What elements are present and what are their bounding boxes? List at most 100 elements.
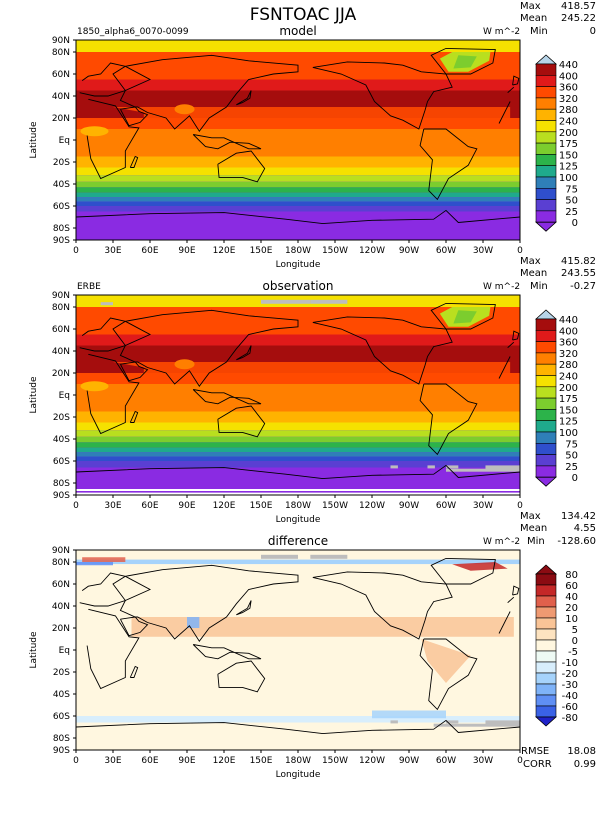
coastline — [79, 317, 127, 352]
x-tick-label: 60E — [141, 501, 158, 511]
heatmap-band — [76, 201, 520, 206]
colorbar-box — [535, 705, 557, 718]
missing-data — [261, 299, 311, 304]
y-tick-label: 90N — [52, 291, 70, 301]
rmse-label: RMSE — [521, 746, 549, 757]
colorbar-box — [535, 386, 557, 399]
colorbar-label: 150 — [559, 150, 578, 161]
y-tick-label: 60S — [53, 202, 70, 212]
coastline — [236, 90, 252, 106]
stats-min-value: -0.27 — [570, 281, 596, 292]
greenland-core — [453, 310, 477, 324]
colorbar-box — [535, 199, 557, 212]
heatmap-band — [76, 187, 520, 193]
colorbar-label: 200 — [559, 383, 578, 394]
x-tick-label: 120W — [359, 501, 385, 511]
units-label: W m^-2 — [483, 282, 520, 292]
y-tick-label: Eq — [59, 391, 70, 401]
y-tick-label: 80S — [53, 224, 70, 234]
heatmap-band — [76, 447, 520, 453]
missing-data — [261, 554, 298, 559]
africa-monsoon-region — [80, 126, 109, 137]
missing-data — [76, 489, 520, 491]
units-label: W m^-2 — [483, 537, 520, 547]
y-axis-label: Latitude — [29, 376, 39, 414]
colorbar-label: -30 — [562, 680, 578, 691]
coastline — [79, 572, 127, 607]
coastline — [419, 128, 478, 201]
desert-region — [113, 107, 511, 127]
colorbar-label: 200 — [559, 128, 578, 139]
x-tick-label: 150W — [322, 501, 348, 511]
colorbar-box — [535, 341, 557, 354]
colorbar-label: 280 — [559, 360, 578, 371]
colorbar-box — [535, 108, 557, 121]
colorbar-label: 360 — [559, 338, 578, 349]
y-axis: 90N 80N 60N 40N 20N Eq 20S 40S 60S 80S 90S — [52, 546, 76, 756]
colorbar-label: 40 — [565, 592, 578, 603]
y-axis: 90N 80N 60N 40N 20N Eq 20S 40S 60S 80S 90S — [52, 291, 76, 501]
x-tick-label: 120E — [213, 246, 236, 256]
colorbar-box — [535, 363, 557, 376]
heatmap-band — [76, 52, 520, 63]
coastline — [76, 719, 520, 735]
x-tick-label: 30W — [473, 501, 493, 511]
colorbar-label: 50 — [565, 451, 578, 462]
coastline — [192, 134, 262, 150]
stats-mean-value: 243.55 — [561, 268, 596, 279]
y-tick-label: 40N — [52, 92, 70, 102]
colorbar-box — [535, 573, 557, 586]
colorbar-box — [535, 431, 557, 444]
colorbar-bottom-arrow — [534, 476, 558, 487]
colorbar-top-arrow — [534, 564, 558, 575]
colorbar-box — [535, 661, 557, 674]
stats-max-value: 418.57 — [561, 1, 596, 12]
colorbar-label: -80 — [562, 713, 578, 724]
x-tick-label: 150E — [250, 501, 273, 511]
colorbar-label: 20 — [565, 603, 578, 614]
heatmap-band — [76, 442, 520, 448]
heatmap-band — [76, 452, 520, 457]
y-tick-label: 90S — [53, 746, 70, 756]
colorbar-box — [535, 672, 557, 685]
y-tick-label: 40S — [53, 690, 70, 700]
x-tick-label: 150W — [322, 756, 348, 766]
y-tick-label: 60N — [52, 70, 70, 80]
x-tick-label: 30E — [104, 246, 121, 256]
colorbar-box — [535, 131, 557, 144]
y-tick-label: 40N — [52, 602, 70, 612]
heatmap-band — [76, 334, 520, 346]
y-tick-label: 80N — [52, 303, 70, 313]
heatmap-band — [76, 40, 520, 52]
coastline — [129, 155, 139, 168]
heatmap-band — [76, 559, 520, 565]
coastline — [430, 47, 496, 75]
colorbar-label: 100 — [559, 173, 578, 184]
y-tick-label: 60S — [53, 457, 70, 467]
colorbar-box — [535, 318, 557, 331]
colorbar-box — [535, 142, 557, 155]
x-tick-label: 0 — [73, 756, 79, 766]
heatmap-band — [76, 672, 520, 716]
coastline — [129, 410, 139, 423]
colorbar-label: 280 — [559, 105, 578, 116]
arctic-pos-region — [82, 557, 126, 562]
x-tick-label: 180W — [285, 756, 311, 766]
colorbar-box — [535, 329, 557, 342]
y-tick-label: 20S — [53, 413, 70, 423]
colorbar-label: 0 — [572, 218, 578, 229]
y-axis: 90N 80N 60N 40N 20N Eq 20S 40S 60S 80S 90S — [52, 36, 76, 246]
y-tick-label: 60S — [53, 712, 70, 722]
stats-max-label: Max — [520, 511, 541, 522]
colorbar-box — [535, 628, 557, 641]
y-tick-label: 90S — [53, 236, 70, 246]
colorbar-label: -5 — [568, 647, 578, 658]
coastline — [86, 608, 140, 690]
heatmap-band — [76, 411, 520, 423]
x-tick-label: 90E — [178, 246, 195, 256]
colorbar-box — [535, 165, 557, 178]
colorbar-label: 25 — [565, 462, 578, 473]
